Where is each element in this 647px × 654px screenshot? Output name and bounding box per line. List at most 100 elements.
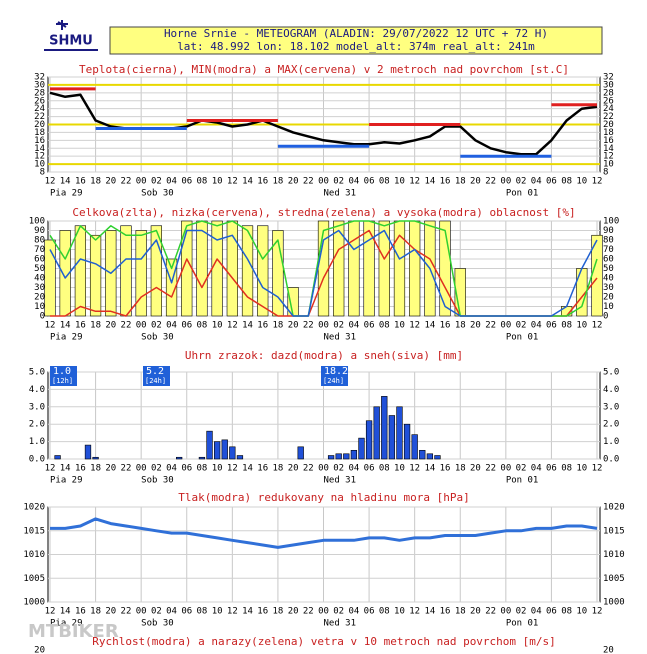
y-tick-label: 26 (34, 96, 45, 106)
x-tick-label: 12 (592, 321, 603, 331)
y-tick-label-right: 20 (603, 120, 614, 130)
x-tick-label: 12 (45, 321, 56, 331)
x-tick-label: 06 (546, 177, 557, 187)
y-tick-label: 18 (34, 128, 45, 138)
x-tick-label: 08 (197, 464, 208, 474)
y-tick-label-right: 60 (603, 255, 614, 265)
y-tick-label: 22 (34, 112, 45, 122)
x-tick-label: 18 (455, 464, 466, 474)
x-tick-label: 22 (485, 464, 496, 474)
x-tick-label: 14 (60, 607, 71, 617)
x-tick-label: 04 (166, 177, 177, 187)
x-tick-label: 06 (546, 607, 557, 617)
x-tick-label: 10 (394, 177, 405, 187)
y-tick-label-right: 32 (603, 73, 614, 83)
y-tick-label-right: 2.0 (603, 420, 619, 430)
x-tick-label: 06 (181, 321, 192, 331)
chart-title: Rychlost(modra) a narazy(zelena) vetra v… (92, 635, 556, 648)
x-tick-label: 08 (561, 607, 572, 617)
y-tick-label-right: 1010 (603, 550, 625, 560)
series-line (49, 229, 598, 317)
x-tick-label: 12 (227, 607, 238, 617)
total-box (143, 366, 170, 386)
x-tick-label: 06 (546, 321, 557, 331)
y-tick-label-right: 1.0 (603, 437, 619, 447)
total-period: [12h] (52, 377, 73, 385)
bar (411, 434, 418, 460)
x-tick-label: 00 (318, 177, 329, 187)
day-label: Sob 30 (141, 476, 174, 486)
bar (74, 225, 87, 317)
chart-title: Tlak(modra) redukovany na hladinu mora [… (178, 491, 469, 504)
x-tick-label: 08 (197, 607, 208, 617)
x-tick-label: 14 (424, 464, 435, 474)
y-tick-label-right: 8 (603, 168, 608, 178)
bar (350, 449, 358, 460)
y-tick-label: 1015 (23, 526, 45, 536)
y-tick-label-right: 50 (603, 264, 614, 274)
y-tick-label: 12 (34, 152, 45, 162)
x-tick-label: 02 (151, 321, 162, 331)
bar (434, 455, 441, 460)
x-tick-label: 22 (121, 607, 132, 617)
x-tick-label: 02 (516, 607, 527, 617)
series-line (50, 87, 597, 126)
x-tick-label: 18 (90, 464, 101, 474)
x-tick-label: 02 (333, 607, 344, 617)
x-tick-label: 12 (592, 177, 603, 187)
y-tick-label-right: 30 (603, 80, 614, 90)
y-tick-label-right: 90 (603, 226, 614, 236)
x-tick-label: 18 (272, 607, 283, 617)
x-tick-label: 08 (197, 177, 208, 187)
y-tick-label-right: 40 (603, 274, 614, 284)
x-tick-label: 12 (409, 464, 420, 474)
x-tick-label: 14 (242, 321, 253, 331)
x-tick-label: 02 (516, 321, 527, 331)
x-tick-label: 14 (424, 177, 435, 187)
x-tick-label: 16 (75, 464, 86, 474)
y-tick-label: 70 (34, 245, 45, 255)
day-label: Sob 30 (141, 619, 174, 629)
y-tick-label-right: 20 (603, 293, 614, 303)
x-tick-label: 10 (394, 464, 405, 474)
bar (335, 453, 342, 460)
x-tick-label: 10 (212, 464, 223, 474)
x-tick-label: 02 (333, 177, 344, 187)
y-tick-label: 24 (34, 104, 45, 114)
header-box (109, 26, 603, 55)
x-tick-label: 10 (212, 321, 223, 331)
total-box (321, 366, 348, 386)
y-tick-label-right: 0.0 (603, 455, 619, 465)
day-label: Pon 01 (506, 619, 539, 629)
x-tick-label: 22 (121, 177, 132, 187)
bar (363, 220, 375, 317)
x-tick-label: 08 (561, 464, 572, 474)
bar (365, 420, 373, 460)
x-tick-label: 18 (90, 607, 101, 617)
x-tick-label: 10 (576, 321, 587, 331)
x-tick-label: 06 (181, 607, 192, 617)
y-tick-label: 20 (34, 646, 45, 654)
day-label: Sob 30 (141, 333, 174, 343)
y-tick-label-right: 0 (603, 312, 608, 322)
y-tick-label-right: 12 (603, 152, 614, 162)
y-tick-label: 20 (34, 293, 45, 303)
day-label: Pia 29 (50, 189, 83, 199)
bar (343, 453, 350, 460)
bar (236, 455, 244, 460)
y-tick-label: 16 (34, 136, 45, 146)
bar (439, 220, 451, 317)
bar (84, 444, 92, 460)
x-tick-label: 02 (516, 464, 527, 474)
bar (297, 446, 304, 460)
x-tick-label: 12 (45, 607, 56, 617)
day-label: Ned 31 (324, 333, 357, 343)
x-tick-label: 10 (576, 607, 587, 617)
total-label: 1.0 (53, 366, 71, 377)
x-tick-label: 14 (242, 464, 253, 474)
logo-text: SHMU (49, 34, 93, 49)
bar (257, 225, 269, 317)
bar (89, 234, 102, 317)
y-tick-label-right: 20 (603, 646, 614, 654)
y-tick-label: 40 (34, 274, 45, 284)
